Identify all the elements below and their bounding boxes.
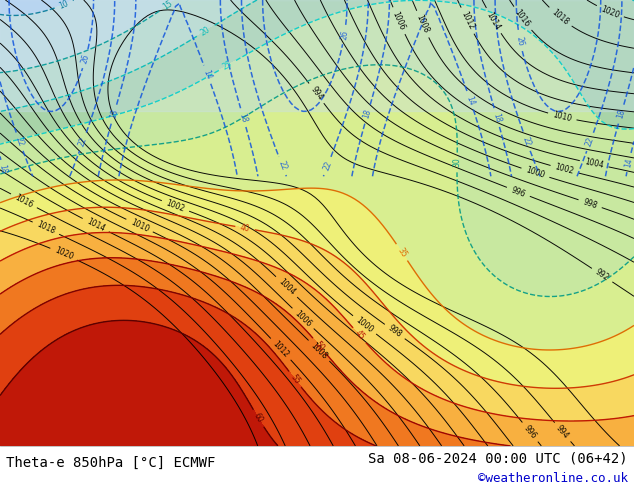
Text: 20: 20 (199, 25, 212, 37)
Text: 1020: 1020 (600, 4, 621, 20)
Text: 50: 50 (313, 339, 326, 352)
Text: 14: 14 (464, 94, 476, 106)
Text: 18: 18 (0, 164, 8, 175)
Text: 992: 992 (593, 268, 611, 283)
Text: 1002: 1002 (165, 198, 186, 214)
Text: 1014: 1014 (485, 10, 502, 31)
Text: ©weatheronline.co.uk: ©weatheronline.co.uk (477, 472, 628, 486)
Text: 1006: 1006 (293, 309, 313, 328)
Text: Theta-e 850hPa [°C] ECMWF: Theta-e 850hPa [°C] ECMWF (6, 456, 216, 469)
Text: 26: 26 (80, 53, 91, 65)
Text: 45: 45 (353, 329, 366, 342)
Text: 55: 55 (288, 373, 302, 386)
Text: 18: 18 (616, 108, 627, 120)
Text: 1016: 1016 (513, 8, 532, 29)
Text: 1000: 1000 (525, 166, 546, 180)
Text: 22: 22 (321, 160, 333, 172)
Text: 1012: 1012 (271, 339, 290, 359)
Text: 1004: 1004 (584, 157, 605, 170)
Text: 30: 30 (453, 157, 462, 168)
Text: 998: 998 (582, 197, 598, 210)
Text: 1002: 1002 (554, 163, 575, 176)
Text: 1008: 1008 (309, 341, 329, 361)
Text: 22: 22 (585, 136, 596, 148)
Text: Sa 08-06-2024 00:00 UTC (06+42): Sa 08-06-2024 00:00 UTC (06+42) (368, 451, 628, 465)
Text: 1014: 1014 (85, 217, 107, 234)
Text: 998: 998 (386, 324, 403, 340)
Text: 26: 26 (515, 36, 526, 47)
Text: 1008: 1008 (415, 14, 430, 35)
Text: 22: 22 (276, 160, 288, 172)
Text: 35: 35 (396, 246, 408, 259)
Text: 22: 22 (521, 136, 533, 147)
Text: 1010: 1010 (552, 110, 573, 123)
Text: 15: 15 (161, 0, 174, 12)
Text: 18: 18 (362, 108, 373, 120)
Text: 996: 996 (522, 423, 538, 441)
Text: 996: 996 (510, 185, 527, 199)
Text: 26: 26 (339, 29, 349, 40)
Text: 18: 18 (238, 112, 249, 123)
Text: 1018: 1018 (36, 220, 56, 236)
Text: 14: 14 (623, 157, 634, 168)
Text: 40: 40 (240, 223, 250, 233)
Text: 18: 18 (491, 112, 502, 123)
Text: 1016: 1016 (13, 193, 34, 209)
Text: 1010: 1010 (129, 218, 150, 234)
Text: 22: 22 (77, 136, 89, 147)
Text: 14: 14 (202, 69, 213, 81)
Text: 994: 994 (554, 423, 571, 441)
Text: 1004: 1004 (276, 277, 297, 297)
Text: 1006: 1006 (391, 10, 407, 31)
Text: 60: 60 (252, 412, 265, 425)
Text: 1018: 1018 (550, 8, 570, 27)
Text: 994: 994 (309, 85, 325, 102)
Text: 1012: 1012 (459, 10, 476, 31)
Text: 1020: 1020 (53, 246, 74, 262)
Text: 25: 25 (221, 59, 234, 72)
Text: 18: 18 (108, 108, 120, 120)
Text: 10: 10 (58, 0, 70, 10)
Text: 1000: 1000 (354, 316, 375, 335)
Text: 22: 22 (14, 136, 25, 147)
